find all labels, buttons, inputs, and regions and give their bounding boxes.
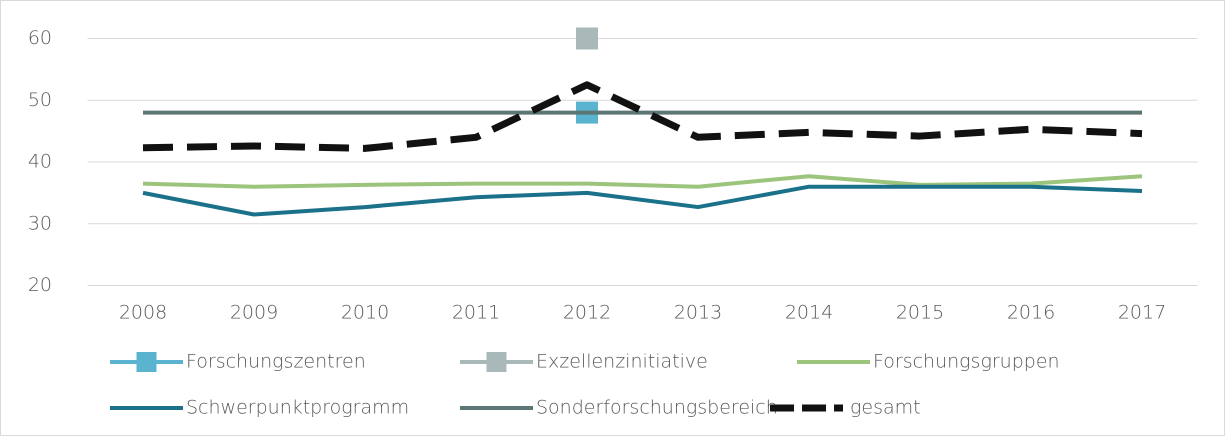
- legend-label: Sonderforschungsbereich: [536, 397, 778, 419]
- x-tick-label: 2013: [674, 302, 722, 324]
- legend-marker: [136, 352, 157, 372]
- series-line: [142, 184, 1143, 217]
- point-marker: [576, 27, 598, 50]
- x-tick-label: 2015: [896, 302, 944, 324]
- legend-label: Forschungszentren: [186, 351, 366, 373]
- y-tick-label: 50: [28, 89, 52, 111]
- legend-label: Exzellenzinitiative: [536, 351, 708, 373]
- series-line: [142, 174, 1143, 189]
- x-tick-label: 2008: [119, 302, 167, 324]
- x-tick-label: 2011: [452, 302, 500, 324]
- y-tick-label: 40: [28, 151, 52, 173]
- legend-label: Schwerpunktprogramm: [186, 397, 409, 419]
- x-tick-label: 2017: [1118, 302, 1166, 324]
- y-tick-label: 30: [28, 212, 52, 234]
- x-tick-label: 2012: [563, 302, 611, 324]
- legend-label: gesamt: [850, 397, 921, 419]
- x-tick-label: 2010: [341, 302, 389, 324]
- x-tick-label: 2009: [230, 302, 278, 324]
- legend-label: Forschungsgruppen: [873, 351, 1060, 373]
- legend-marker: [486, 352, 507, 372]
- y-tick-label: 20: [28, 274, 52, 296]
- series-line: [142, 81, 1143, 152]
- x-tick-label: 2014: [785, 302, 833, 324]
- x-tick-label: 2016: [1007, 302, 1055, 324]
- y-tick-label: 60: [28, 27, 52, 49]
